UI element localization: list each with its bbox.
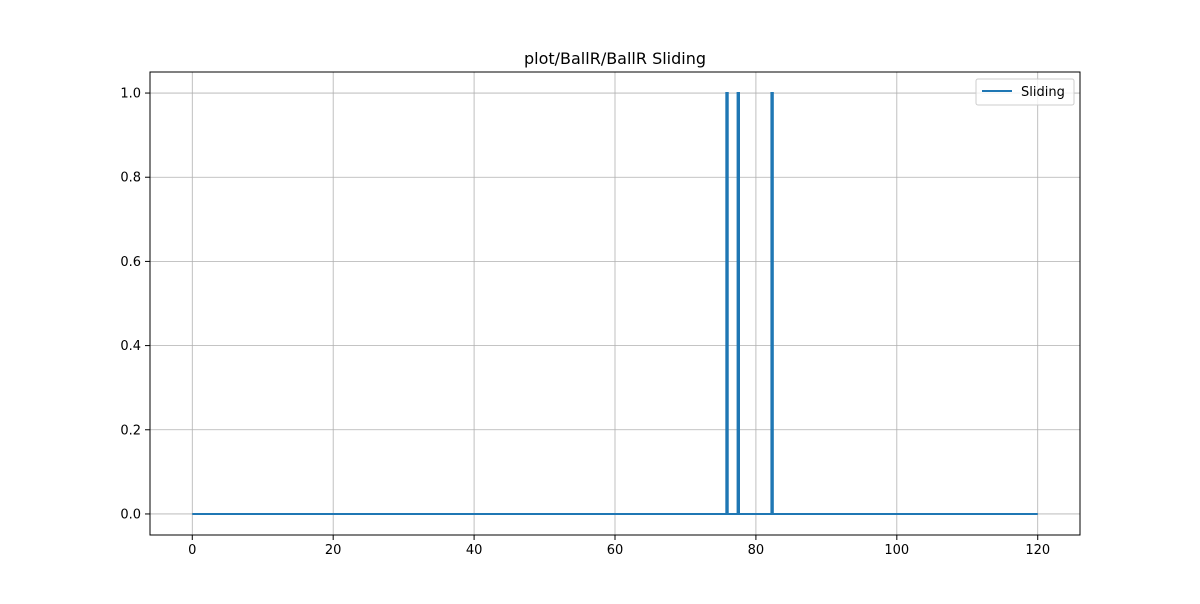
x-tick-label: 40 bbox=[466, 543, 483, 558]
legend-label-sliding: Sliding bbox=[1021, 85, 1065, 100]
chart-title: plot/BallR/BallR Sliding bbox=[524, 49, 706, 68]
y-tick-label: 0.0 bbox=[120, 507, 141, 522]
legend-box bbox=[975, 78, 1075, 106]
legend: Sliding bbox=[975, 78, 1075, 106]
x-tick-label: 80 bbox=[748, 543, 765, 558]
series-layer bbox=[192, 92, 1038, 515]
x-tick-label: 60 bbox=[607, 543, 624, 558]
x-tick-label: 0 bbox=[188, 543, 196, 558]
y-tick-label: 0.6 bbox=[120, 255, 141, 270]
series-line-sliding bbox=[192, 92, 1038, 515]
y-tick-label: 1.0 bbox=[120, 87, 141, 102]
y-tick-label: 0.2 bbox=[120, 423, 141, 438]
y-axis-ticks: 0.0 0.2 0.4 0.6 0.8 1.0 bbox=[120, 87, 150, 522]
y-tick-label: 0.8 bbox=[120, 171, 141, 186]
x-tick-label: 100 bbox=[884, 543, 909, 558]
y-tick-label: 0.4 bbox=[120, 339, 141, 354]
x-axis-ticks: 0 20 40 60 80 100 120 bbox=[188, 535, 1050, 558]
x-tick-label: 120 bbox=[1025, 543, 1050, 558]
x-tick-label: 20 bbox=[325, 543, 342, 558]
